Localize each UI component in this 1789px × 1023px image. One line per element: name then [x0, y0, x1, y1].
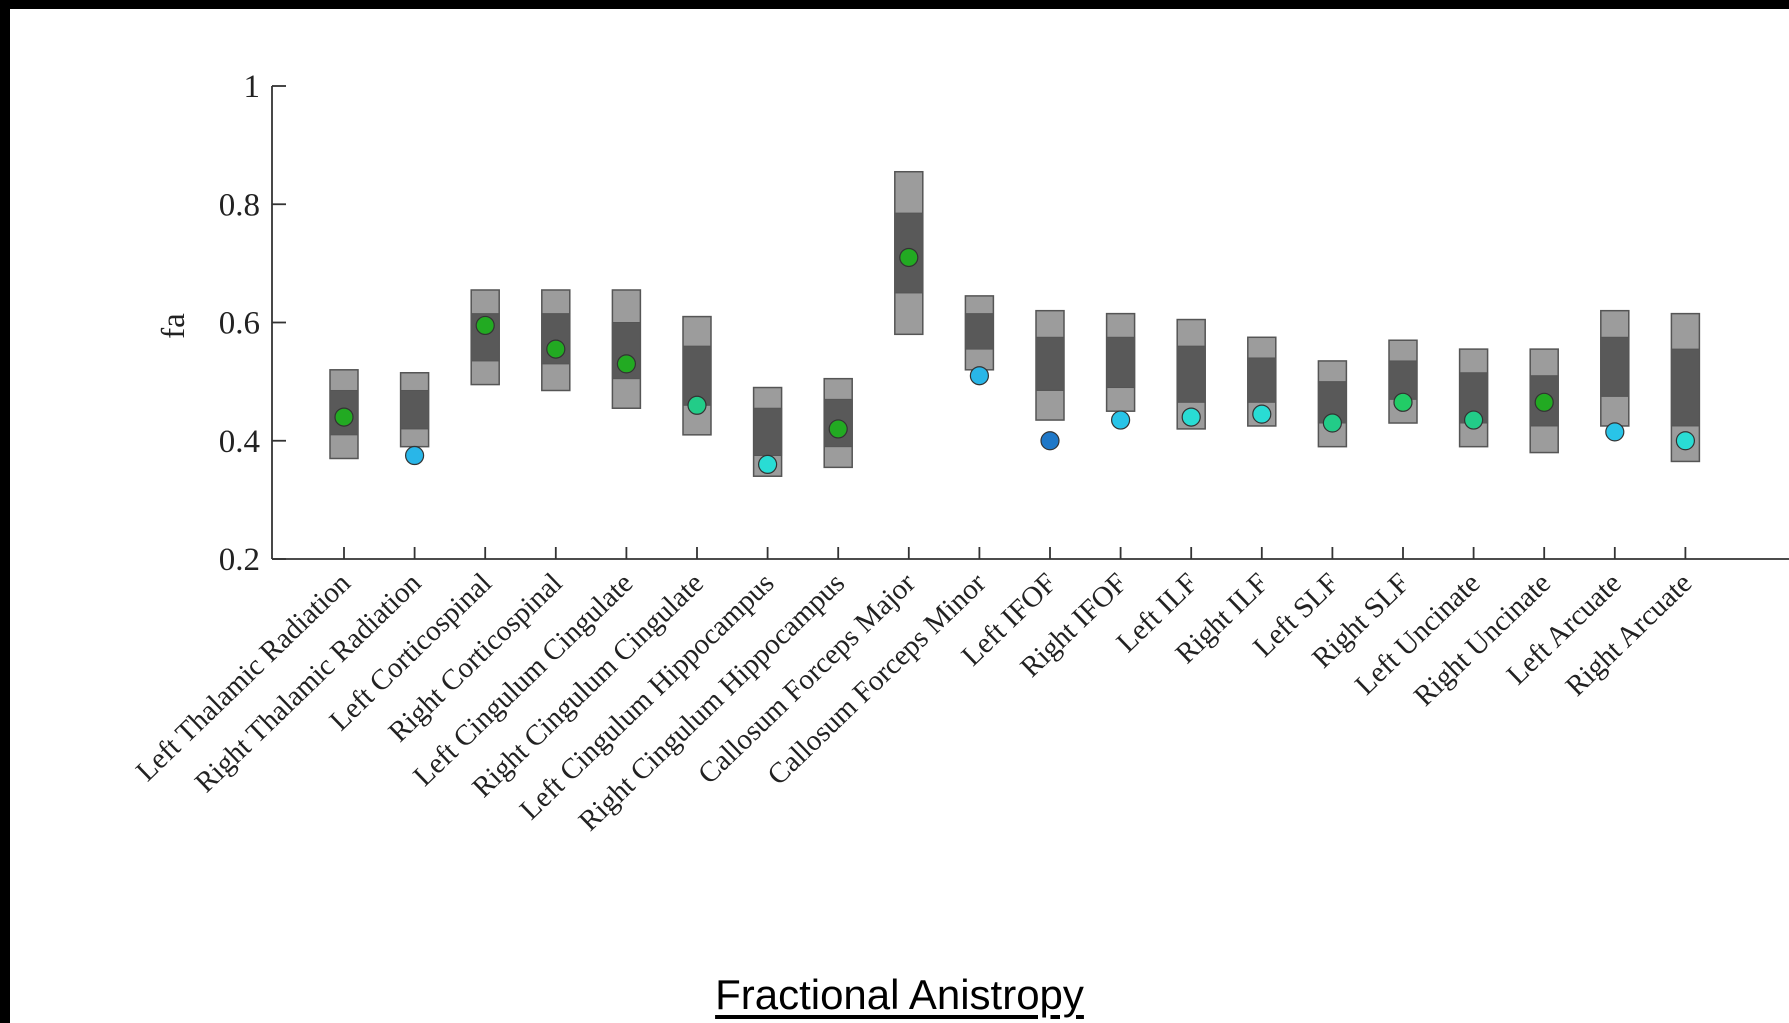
data-point	[1675, 431, 1696, 451]
box-plot: 0.20.40.60.81 Left Thalamic RadiationRig…	[130, 69, 1789, 837]
inner-box	[682, 345, 712, 406]
figure: 0.2 0.4 0.6 0.8 1 Left Thalamic Radiation Rig…	[10, 9, 1789, 1023]
data-point	[1463, 410, 1484, 430]
data-point	[1605, 422, 1625, 442]
data-point	[899, 247, 919, 268]
data-point	[1252, 404, 1272, 424]
inner-box	[1176, 345, 1206, 403]
y-tick-label: 0.6	[219, 306, 260, 342]
y-tick-label: 0.2	[219, 542, 260, 578]
data-point	[757, 454, 778, 474]
data-point	[1393, 392, 1413, 412]
data-point	[546, 339, 566, 359]
data-point	[475, 315, 495, 336]
data-point	[1110, 410, 1131, 430]
inner-box	[964, 313, 994, 350]
data-point	[1040, 431, 1060, 451]
data-point	[1181, 407, 1201, 427]
data-point	[687, 395, 707, 415]
y-axis-label: fa	[156, 313, 192, 339]
data-point	[334, 407, 354, 427]
inner-box	[541, 313, 571, 365]
inner-box	[1670, 348, 1700, 427]
data-point	[1322, 413, 1343, 433]
inner-box	[1247, 357, 1277, 403]
inner-box	[400, 389, 430, 430]
data-point	[1534, 392, 1554, 412]
y-tick-label: 0.8	[219, 187, 260, 223]
y-tick-label: 0.4	[219, 424, 260, 460]
inner-box	[1035, 336, 1065, 391]
inner-box	[753, 407, 783, 457]
data-point	[828, 419, 848, 439]
inner-box	[1106, 336, 1136, 389]
inner-box	[1600, 336, 1630, 397]
caption: Fractional Anistropy	[715, 971, 1084, 1018]
y-tick-label: 1	[244, 69, 261, 105]
inner-box	[470, 313, 500, 362]
data-point	[969, 366, 990, 386]
data-point	[616, 354, 637, 374]
inner-box	[823, 398, 853, 448]
data-point	[405, 445, 425, 466]
